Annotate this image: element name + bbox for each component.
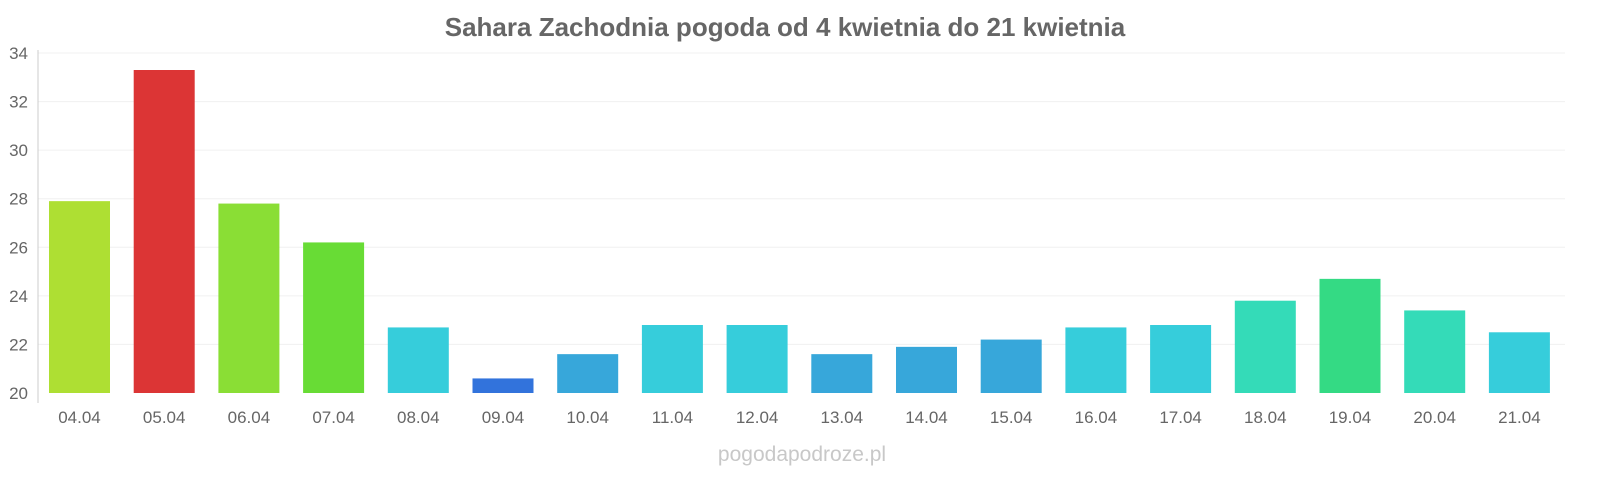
x-tick-label: 08.04	[397, 408, 440, 427]
y-tick-label: 32	[9, 93, 28, 112]
bar-11.04	[641, 325, 703, 393]
x-tick-label: 04.04	[58, 408, 101, 427]
y-tick-label: 28	[9, 190, 28, 209]
bar-04.04	[49, 201, 110, 393]
bar-19.04	[1319, 278, 1381, 393]
bar-10.04	[557, 354, 619, 393]
watermark: pogodapodroze.pl	[718, 443, 886, 466]
x-tick-label: 20.04	[1413, 408, 1456, 427]
x-tick-label: 14.04	[905, 408, 948, 427]
y-tick-label: 24	[9, 287, 28, 306]
bar-15.04	[980, 339, 1042, 393]
x-tick-label: 13.04	[821, 408, 864, 427]
bar-21.04	[1488, 332, 1550, 393]
bar-17.04	[1150, 325, 1212, 393]
bar-16.04	[1065, 327, 1127, 393]
x-tick-label: 10.04	[566, 408, 609, 427]
bar-12.04	[726, 325, 788, 393]
x-tick-label: 18.04	[1244, 408, 1287, 427]
x-tick-label: 17.04	[1159, 408, 1202, 427]
y-tick-label: 20	[9, 384, 28, 403]
bar-18.04	[1234, 300, 1296, 393]
x-tick-label: 16.04	[1075, 408, 1118, 427]
x-tick-label: 12.04	[736, 408, 779, 427]
x-tick-label: 09.04	[482, 408, 525, 427]
bar-13.04	[811, 354, 873, 393]
bar-14.04	[896, 346, 957, 393]
y-tick-label: 30	[9, 141, 28, 160]
y-tick-label: 34	[9, 44, 28, 63]
bar-09.04	[472, 378, 534, 393]
x-tick-label: 21.04	[1498, 408, 1541, 427]
x-tick-label: 05.04	[143, 408, 186, 427]
chart-title: Sahara Zachodnia pogoda od 4 kwietnia do…	[445, 12, 1126, 42]
x-tick-label: 06.04	[228, 408, 271, 427]
x-tick-label: 07.04	[312, 408, 355, 427]
x-tick-label: 11.04	[652, 408, 693, 427]
bar-08.04	[387, 327, 449, 393]
bar-06.04	[218, 203, 280, 393]
x-tick-label: 15.04	[990, 408, 1033, 427]
y-tick-label: 26	[9, 238, 28, 257]
bar-07.04	[303, 242, 365, 393]
bar-20.04	[1404, 310, 1466, 393]
bar-05.04	[133, 70, 195, 393]
y-tick-label: 22	[9, 335, 28, 354]
x-tick-label: 19.04	[1329, 408, 1372, 427]
